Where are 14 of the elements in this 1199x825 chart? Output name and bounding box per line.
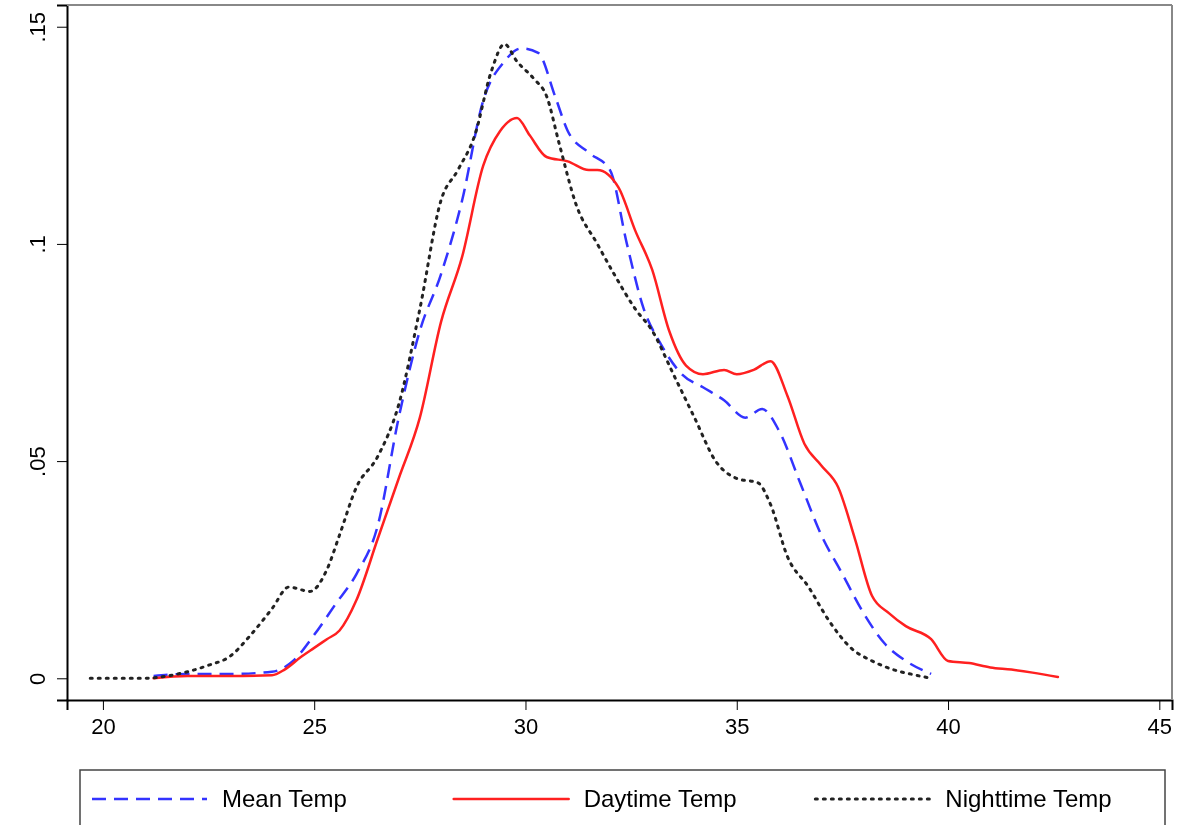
x-tick-label: 35 bbox=[725, 713, 750, 739]
x-tick-label: 20 bbox=[91, 713, 116, 739]
legend-label: Nighttime Temp bbox=[945, 785, 1112, 813]
line-series bbox=[152, 116, 1060, 680]
y-tick-label: .15 bbox=[24, 11, 50, 43]
x-tick-label: 40 bbox=[936, 713, 961, 739]
x-tick-label: 30 bbox=[513, 713, 539, 739]
legend-label: Mean Temp bbox=[222, 785, 347, 813]
y-tick-label: .05 bbox=[24, 446, 50, 477]
y-tick-label: 0 bbox=[24, 672, 50, 685]
y-tick-label: .1 bbox=[24, 235, 50, 254]
legend-label: Daytime Temp bbox=[583, 785, 737, 813]
x-tick-label: 25 bbox=[302, 713, 327, 739]
x-tick-label: 45 bbox=[1147, 713, 1173, 739]
